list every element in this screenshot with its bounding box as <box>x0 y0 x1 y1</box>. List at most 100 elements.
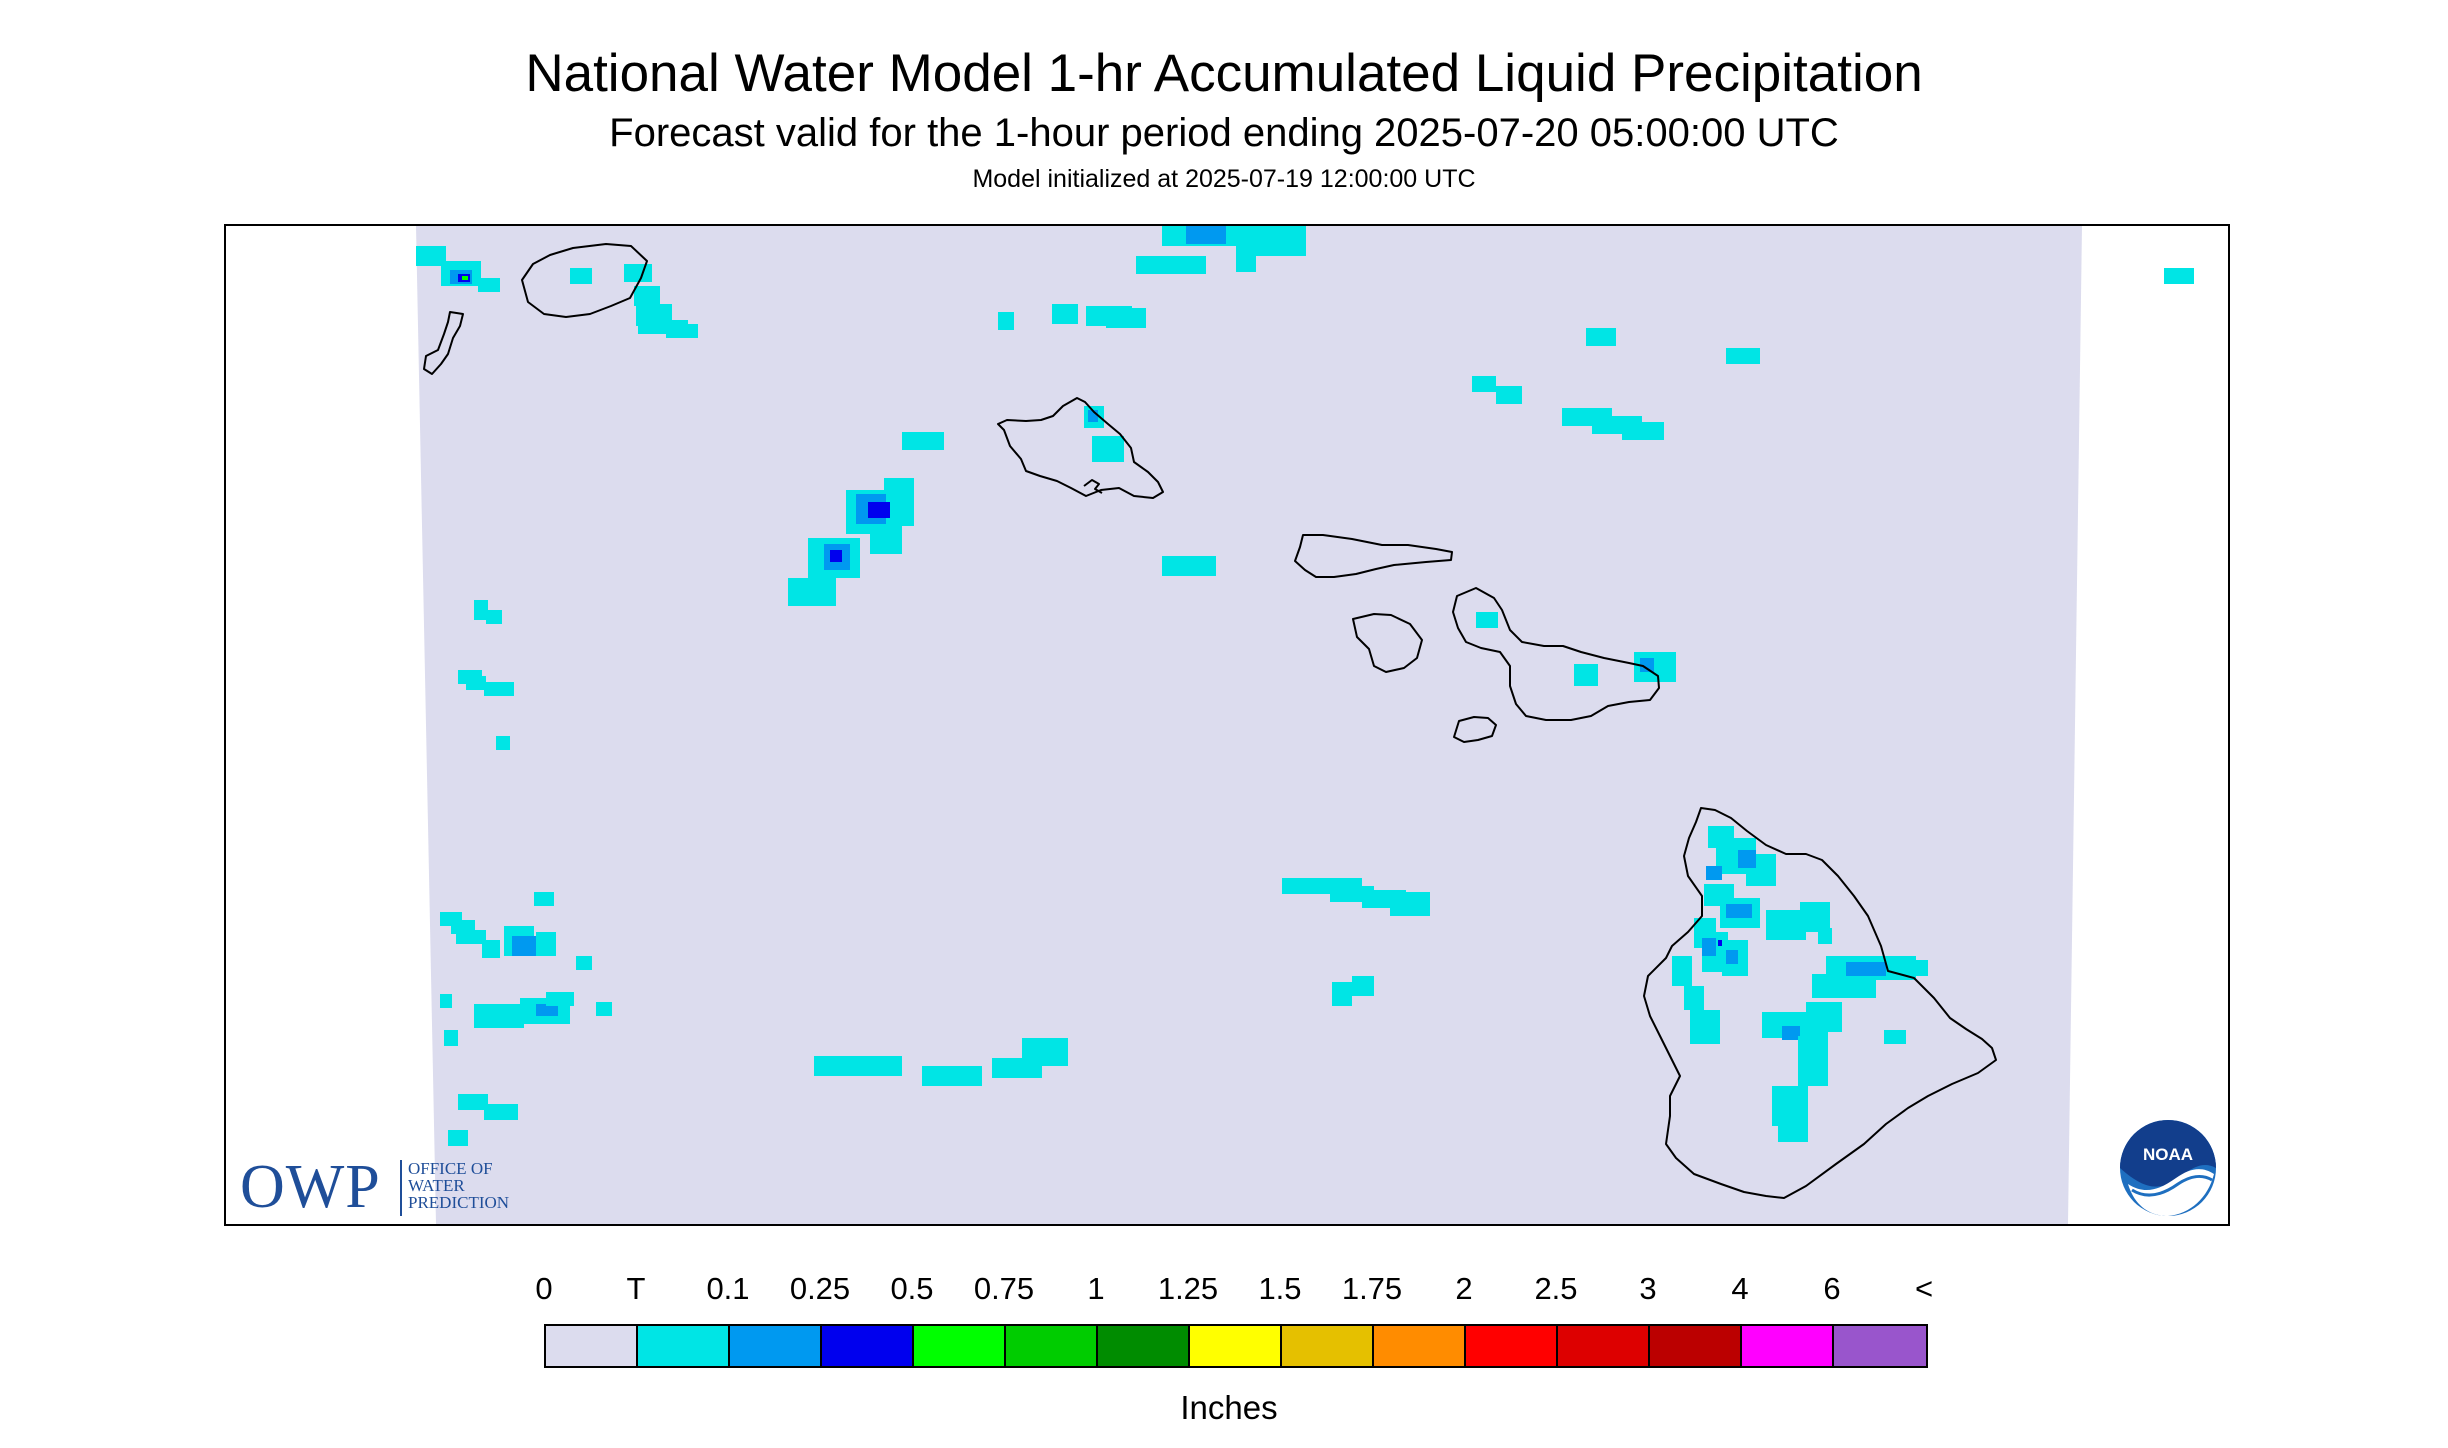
precip-cell <box>478 278 500 292</box>
precip-cell <box>1574 664 1598 686</box>
precip-cell <box>482 940 500 958</box>
precip-cell <box>512 936 536 956</box>
legend-swatch <box>914 1326 1006 1366</box>
map-panel <box>224 224 2230 1226</box>
precip-cell <box>484 682 514 696</box>
coastlines <box>423 243 1997 1199</box>
legend-label: 0 <box>535 1271 553 1306</box>
precip-cell <box>998 312 1014 330</box>
precip-cell <box>1088 410 1098 422</box>
legend-label: 4 <box>1731 1271 1749 1306</box>
precip-cell <box>1706 866 1722 880</box>
precip-cell <box>830 550 842 562</box>
legend-label: < <box>1914 1271 1934 1306</box>
precip-cell <box>1766 910 1806 940</box>
precip-cell <box>814 1056 902 1076</box>
precip-cell <box>870 526 902 554</box>
legend-swatch <box>1282 1326 1374 1366</box>
precip-cell <box>1476 612 1498 628</box>
precip-cell <box>1162 556 1216 576</box>
precip-cell <box>1726 950 1738 964</box>
legend-label: 2.5 <box>1534 1271 1578 1306</box>
precip-cell <box>1390 892 1430 916</box>
precip-cell <box>1812 974 1876 998</box>
color-legend: 0 T 0.1 0.25 0.5 0.75 1 1.25 1.5 1.75 2 2.5 3 4 6 < Inc… <box>535 1270 1933 1430</box>
legend-label: 0.25 <box>789 1271 851 1306</box>
island-kauai <box>521 243 648 318</box>
precip-cell <box>1186 226 1226 244</box>
precip-cell <box>1684 986 1704 1010</box>
precip-cell <box>1472 376 1496 392</box>
precip-cell <box>1586 328 1616 346</box>
precip-cell <box>1726 904 1752 918</box>
precip-cell <box>1622 422 1664 440</box>
precip-cell <box>596 1002 612 1016</box>
legend-swatch <box>1466 1326 1558 1366</box>
precip-cell <box>496 736 510 750</box>
legend-swatch <box>1374 1326 1466 1366</box>
noaa-emblem-icon: NOAA <box>2120 1120 2216 1216</box>
legend-swatch <box>546 1326 638 1366</box>
noaa-logo: NOAA <box>2118 1118 2218 1218</box>
owp-logo: OWP OFFICE OF WATER PREDICTION <box>240 1150 560 1222</box>
precip-cell <box>534 892 554 906</box>
legend-label: 1.25 <box>1157 1271 1219 1306</box>
precip-cell <box>788 578 836 606</box>
precip-cell <box>1672 956 1692 986</box>
owp-separator <box>400 1160 402 1216</box>
precip-cell <box>1136 256 1206 274</box>
precip-cell <box>1846 962 1886 976</box>
precip-cell <box>494 1008 524 1028</box>
precip-cell <box>576 956 592 970</box>
precip-cell <box>1800 902 1830 932</box>
precip-cell <box>462 276 468 280</box>
precip-cell <box>1778 1106 1808 1142</box>
legend-swatch <box>1742 1326 1834 1366</box>
precip-cell <box>1052 304 1078 324</box>
precip-cell <box>1106 308 1146 328</box>
precip-cell <box>458 1094 488 1110</box>
legend-swatch <box>730 1326 822 1366</box>
owp-wordmark: OFFICE OF WATER PREDICTION <box>408 1159 510 1212</box>
legend-swatch <box>1006 1326 1098 1366</box>
legend-swatch <box>1650 1326 1742 1366</box>
precip-cell <box>1800 1026 1822 1046</box>
island-molokai <box>1294 534 1453 578</box>
island-oahu <box>997 397 1164 499</box>
precip-cell <box>902 432 944 450</box>
model-domain <box>416 226 2082 1224</box>
precip-cell <box>486 610 502 624</box>
legend-swatch <box>1098 1326 1190 1366</box>
precip-cell <box>1640 658 1654 672</box>
legend-units: Inches <box>1180 1389 1278 1426</box>
legend-swatch <box>1834 1326 1926 1366</box>
precip-cell <box>1022 1038 1068 1066</box>
precipitation-map <box>416 226 2194 1224</box>
legend-label: 1.75 <box>1341 1271 1403 1306</box>
legend-label: 1 <box>1087 1271 1105 1306</box>
legend-swatch <box>1190 1326 1282 1366</box>
precip-cell <box>1352 976 1374 996</box>
precip-cell <box>1496 386 1522 404</box>
map-subtitle: Forecast valid for the 1-hour period end… <box>609 111 1839 155</box>
precip-cell <box>1892 960 1928 976</box>
precip-cell <box>448 1130 468 1146</box>
precip-cell <box>466 676 486 690</box>
precip-cell <box>484 1104 518 1120</box>
precip-cell <box>682 324 698 338</box>
legend-label: 0.1 <box>706 1271 750 1306</box>
precip-cell <box>536 932 556 956</box>
legend-label: 6 <box>1823 1271 1841 1306</box>
precip-cell <box>922 1066 982 1086</box>
precip-cell <box>1884 1030 1906 1044</box>
precip-cell <box>634 286 660 306</box>
island-hawaii <box>1643 807 1997 1199</box>
island-lanai <box>1352 613 1423 673</box>
legend-label: 1.5 <box>1258 1271 1302 1306</box>
precip-cell <box>416 246 446 266</box>
legend-labels: 0 T 0.1 0.25 0.5 0.75 1 1.25 1.5 1.75 2 2.5 3 4 6 < <box>535 1270 1933 1310</box>
precipitation-cells <box>416 226 2194 1146</box>
precip-cell <box>1818 928 1832 944</box>
noaa-text: NOAA <box>2143 1145 2193 1164</box>
island-niihau <box>423 311 464 375</box>
